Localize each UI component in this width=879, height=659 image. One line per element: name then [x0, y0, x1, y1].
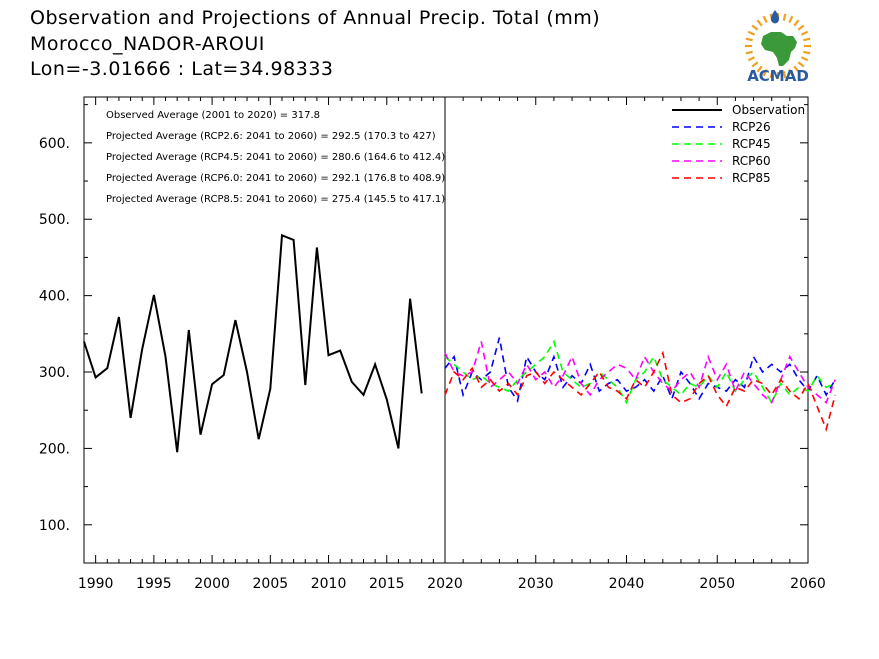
y-tick-label: 600.: [39, 136, 70, 152]
sun-rays-icon: [745, 13, 811, 79]
stat-line: Projected Average (RCP6.0: 2041 to 2060)…: [106, 173, 445, 184]
sun-ray: [762, 15, 768, 24]
x-tick-label: 1995: [136, 576, 172, 592]
series-line-rcp85: [444, 350, 836, 432]
stat-line: Projected Average (RCP4.5: 2041 to 2060)…: [106, 152, 445, 163]
legend-label: RCP26: [732, 120, 771, 134]
sun-ray: [751, 61, 759, 68]
y-tick-label: 300.: [39, 365, 70, 381]
plot-frame: [83, 96, 809, 564]
x-tick-label: 2015: [369, 576, 405, 592]
legend-label: RCP85: [732, 171, 771, 185]
x-tick-label: 2000: [194, 576, 230, 592]
sun-ray: [782, 13, 787, 21]
x-tick-label: 2020: [427, 576, 463, 592]
stat-line: Projected Average (RCP2.6: 2041 to 2060)…: [106, 131, 436, 142]
sun-ray: [756, 19, 763, 27]
y-tick-label: 500.: [39, 212, 70, 228]
sun-ray: [745, 37, 753, 42]
station-coords: Lon=-3.01666 : Lat=34.98333: [30, 58, 334, 80]
series-line-observation: [83, 233, 423, 453]
sun-ray: [756, 65, 763, 73]
sun-ray: [747, 30, 756, 36]
stat-line: Observed Average (2001 to 2020) = 317.8: [106, 110, 320, 121]
sun-ray: [803, 50, 811, 55]
sun-ray: [782, 71, 787, 79]
sun-ray: [751, 24, 759, 31]
x-tick-label: 1990: [78, 576, 114, 592]
stat-line: Projected Average (RCP8.5: 2041 to 2060)…: [106, 194, 445, 205]
sun-ray: [769, 71, 774, 79]
sun-ray: [797, 61, 805, 68]
y-tick-label: 200.: [39, 441, 70, 457]
x-tick-label: 2050: [699, 576, 735, 592]
series-line-rcp45: [444, 339, 836, 405]
acmad-logo-text: ACMAD: [747, 67, 809, 84]
legend-label: RCP45: [732, 137, 771, 151]
sun-ray: [803, 37, 811, 42]
acmad-logo: ACMAD: [745, 10, 811, 84]
legend-label: Observation: [732, 103, 805, 117]
chart-title: Observation and Projections of Annual Pr…: [30, 7, 601, 29]
sun-ray: [788, 15, 794, 24]
sun-ray: [788, 68, 794, 77]
sun-ray: [745, 50, 753, 55]
sun-ray: [800, 30, 809, 36]
sun-ray: [762, 68, 768, 77]
africa-icon: [761, 32, 797, 66]
y-tick-label: 100.: [39, 518, 70, 534]
x-tick-label: 2010: [311, 576, 347, 592]
series-line-rcp26: [444, 337, 836, 404]
sun-ray: [797, 24, 805, 31]
x-tick-label: 2040: [609, 576, 645, 592]
x-tick-label: 2030: [518, 576, 554, 592]
y-tick-label: 400.: [39, 289, 70, 305]
sun-ray: [793, 65, 800, 73]
station-name: Morocco_NADOR-AROUI: [30, 33, 265, 55]
sun-ray: [800, 56, 809, 62]
x-tick-label: 2060: [790, 576, 826, 592]
sun-ray: [747, 56, 756, 62]
x-tick-label: 2005: [253, 576, 289, 592]
sun-ray: [793, 19, 800, 27]
water-drop-icon: [771, 10, 779, 24]
series-line-rcp60: [444, 341, 836, 404]
legend-label: RCP60: [732, 154, 771, 168]
